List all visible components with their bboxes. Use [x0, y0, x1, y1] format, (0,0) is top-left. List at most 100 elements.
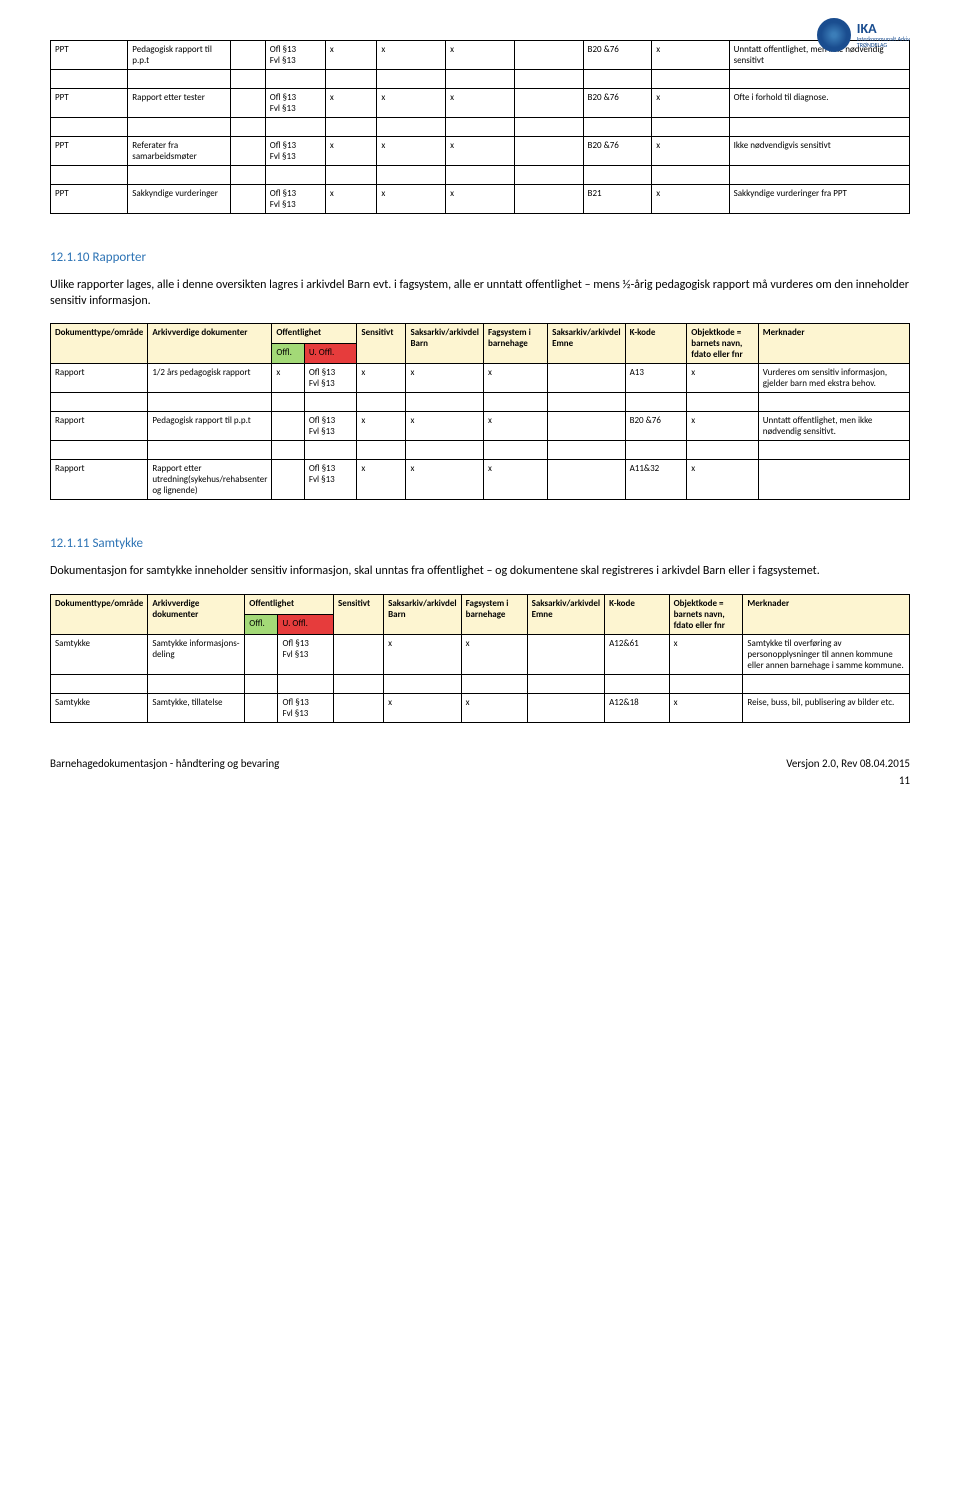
- cell-uoffl: Ofl §13 Fvl §13: [265, 137, 325, 166]
- cell-uoffl: Ofl §13 Fvl §13: [304, 364, 357, 393]
- th-sensitivt: Sensitivt: [357, 324, 406, 364]
- cell-uoffl: Ofl §13 Fvl §13: [304, 460, 357, 500]
- th-offentlighet: Offentlighet: [272, 324, 357, 344]
- cell-sens: x: [357, 460, 406, 500]
- table-row: PPTPedagogisk rapport til p.p.tOfl §13 F…: [51, 41, 910, 70]
- cell-merk: [758, 460, 909, 500]
- th-sub-uoffl: U. Offl.: [304, 344, 357, 364]
- spacer-row: [51, 166, 910, 185]
- cell-doc: Pedagogisk rapport til p.p.t: [148, 412, 272, 441]
- th3-saksarkiv-barn: Saksarkiv/arkivdel Barn: [384, 594, 462, 634]
- cell-type: Rapport: [51, 460, 148, 500]
- cell-obj: x: [687, 460, 758, 500]
- cell-merk: Sakkyndige vurderinger fra PPT: [729, 185, 909, 214]
- cell-kcode: B20 &76: [583, 89, 652, 118]
- cell-offl: [231, 41, 265, 70]
- cell-uoffl: Ofl §13 Fvl §13: [278, 693, 334, 722]
- footer: Barnehagedokumentasjon - håndtering og b…: [50, 753, 910, 770]
- cell-kcode: A12&18: [605, 693, 670, 722]
- brand-logo-text: IKA Interkommunalt Arkiv TRØNDELAG: [857, 22, 910, 48]
- cell-type: PPT: [51, 185, 128, 214]
- cell-fag: x: [461, 693, 527, 722]
- cell-fag: x: [483, 460, 547, 500]
- cell-sens: x: [325, 185, 377, 214]
- cell-uoffl: Ofl §13 Fvl §13: [265, 89, 325, 118]
- cell-kcode: A11&32: [625, 460, 687, 500]
- cell-sak2: [548, 364, 626, 393]
- cell-merk: Reise, buss, bil, publisering av bilder …: [743, 693, 910, 722]
- cell-offl: [245, 634, 278, 674]
- cell-obj: x: [687, 364, 758, 393]
- cell-obj: x: [652, 41, 729, 70]
- th3-merknader: Merknader: [743, 594, 910, 634]
- cell-offl: [272, 460, 304, 500]
- cell-sak2: [514, 137, 583, 166]
- th-merknader: Merknader: [758, 324, 909, 364]
- cell-offl: [231, 185, 265, 214]
- cell-offl: [272, 412, 304, 441]
- table-row: Rapport1/2 års pedagogisk rapportxOfl §1…: [51, 364, 910, 393]
- logo-main: IKA: [857, 22, 910, 36]
- cell-doc: Rapport etter tester: [128, 89, 231, 118]
- cell-type: Rapport: [51, 364, 148, 393]
- cell-type: PPT: [51, 41, 128, 70]
- th3-saksarkiv-emne: Saksarkiv/arkivdel Emne: [527, 594, 605, 634]
- table-samtykke: Dokumenttype/område Arkivverdige dokumen…: [50, 594, 910, 723]
- cell-fag: x: [461, 634, 527, 674]
- cell-sak1: x: [384, 693, 462, 722]
- cell-sens: x: [357, 412, 406, 441]
- cell-doc: Sakkyndige vurderinger: [128, 185, 231, 214]
- cell-obj: x: [652, 185, 729, 214]
- cell-sak1: x: [377, 89, 446, 118]
- th3-sub-offl: Offl.: [245, 614, 278, 634]
- cell-offl: x: [272, 364, 304, 393]
- cell-type: Samtykke: [51, 693, 148, 722]
- cell-doc: 1/2 års pedagogisk rapport: [148, 364, 272, 393]
- table-row: RapportPedagogisk rapport til p.p.tOfl §…: [51, 412, 910, 441]
- cell-doc: Samtykke informasjons-deling: [148, 634, 245, 674]
- table-row: SamtykkeSamtykke, tillatelse Ofl §13 Fvl …: [51, 693, 910, 722]
- table-row: SamtykkeSamtykke informasjons-delingOfl …: [51, 634, 910, 674]
- cell-kcode: A13: [625, 364, 687, 393]
- cell-sak2: [548, 460, 626, 500]
- cell-kcode: A12&61: [605, 634, 670, 674]
- footer-left: Barnehagedokumentasjon - håndtering og b…: [50, 757, 279, 770]
- cell-kcode: B20 &76: [583, 41, 652, 70]
- cell-offl: [245, 693, 278, 722]
- cell-sak2: [514, 41, 583, 70]
- paragraph-samtykke: Dokumentasjon for samtykke inneholder se…: [50, 563, 910, 579]
- th3-kkode: K-kode: [605, 594, 670, 634]
- cell-sak2: [527, 634, 605, 674]
- th3-objektkode: Objektkode = barnets navn, fdato eller f…: [669, 594, 743, 634]
- spacer-row: [51, 441, 910, 460]
- cell-uoffl: Ofl §13 Fvl §13: [304, 412, 357, 441]
- cell-offl: [231, 89, 265, 118]
- cell-doc: Samtykke, tillatelse: [148, 693, 245, 722]
- cell-uoffl: Ofl §13 Fvl §13: [265, 41, 325, 70]
- cell-fag: x: [446, 89, 515, 118]
- cell-sak2: [527, 693, 605, 722]
- cell-fag: x: [483, 364, 547, 393]
- th-kkode: K-kode: [625, 324, 687, 364]
- cell-sak1: x: [377, 41, 446, 70]
- spacer-row: [51, 674, 910, 693]
- cell-sak1: x: [377, 185, 446, 214]
- cell-kcode: B21: [583, 185, 652, 214]
- cell-type: PPT: [51, 137, 128, 166]
- cell-sak2: [514, 185, 583, 214]
- th3-doctype: Dokumenttype/område: [51, 594, 148, 634]
- cell-sens: x: [357, 364, 406, 393]
- th3-fagsystem: Fagsystem i barnehage: [461, 594, 527, 634]
- cell-sak1: x: [384, 634, 462, 674]
- table-row: PPTReferater fra samarbeidsmøterOfl §13 …: [51, 137, 910, 166]
- heading-samtykke: 12.1.11 Samtykke: [50, 536, 910, 551]
- th-saksarkiv-barn: Saksarkiv/arkivdel Barn: [406, 324, 484, 364]
- brand-logo-icon: [817, 18, 851, 52]
- cell-sak2: [514, 89, 583, 118]
- th-sub-offl: Offl.: [272, 344, 304, 364]
- brand-logo: IKA Interkommunalt Arkiv TRØNDELAG: [817, 18, 910, 52]
- cell-sens: x: [325, 137, 377, 166]
- table-row: RapportRapport etter utredning(sykehus/r…: [51, 460, 910, 500]
- cell-uoffl: Ofl §13 Fvl §13: [265, 185, 325, 214]
- table-row: PPTSakkyndige vurderinger Ofl §13 Fvl §13…: [51, 185, 910, 214]
